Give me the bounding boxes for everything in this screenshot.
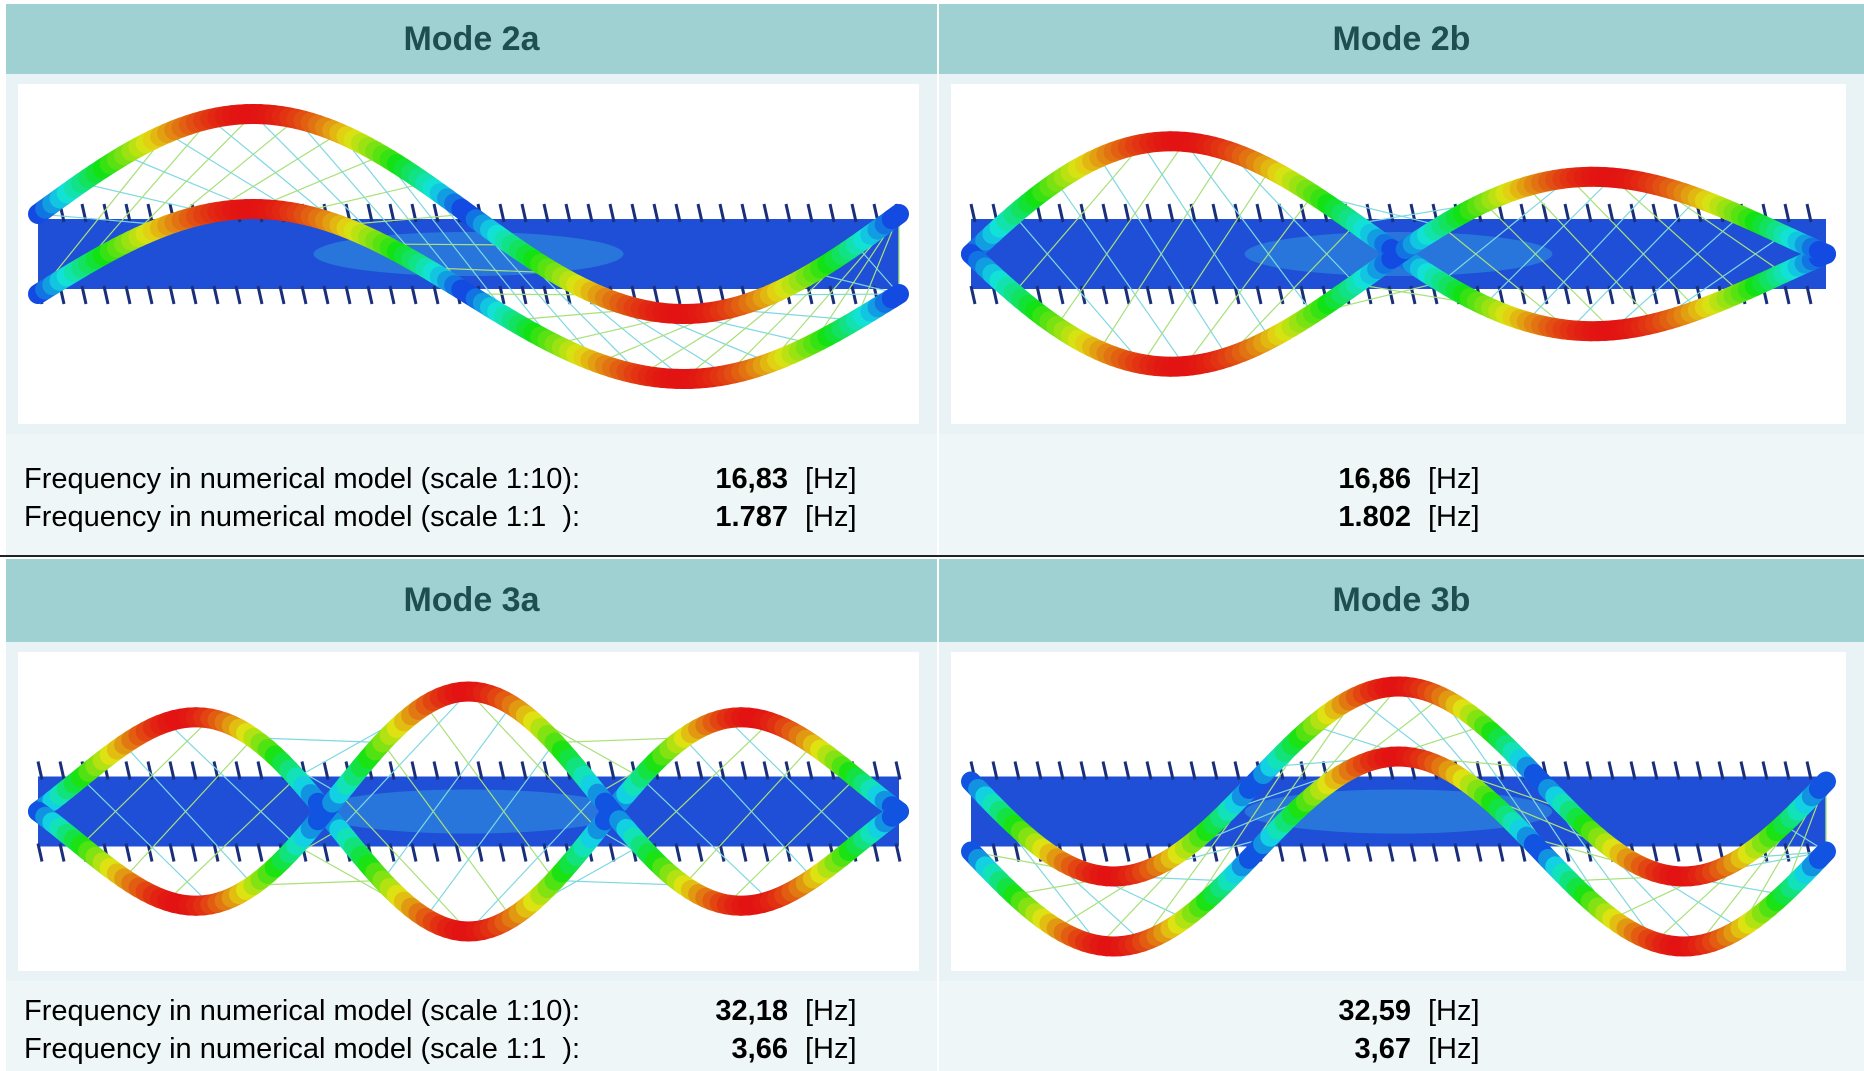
shape-part: [1819, 852, 1826, 859]
frequency-label: Frequency in numerical model (scale 1:1 …: [24, 503, 580, 532]
frequency-value: 1.787: [715, 503, 788, 532]
row-divider: [0, 555, 1864, 557]
frequency-value: 3,67: [1355, 1035, 1411, 1064]
shape-part: [1819, 782, 1826, 789]
shape-part: [1819, 251, 1826, 254]
mode-header: Mode 3a: [6, 559, 937, 642]
frequency-label: Frequency in numerical model (scale 1:10…: [24, 465, 580, 494]
frequency-unit: [Hz]: [805, 503, 857, 532]
mode-shape-image: [951, 84, 1846, 424]
frequency-unit: [Hz]: [805, 997, 857, 1026]
mode-shape-image: [951, 652, 1846, 971]
frequency-value: 16,83: [715, 465, 788, 494]
mode-header: Mode 2a: [6, 4, 937, 74]
frequency-unit: [Hz]: [1428, 997, 1480, 1026]
frequency-value: 16,86: [1338, 465, 1411, 494]
shape-part: [892, 812, 899, 817]
page: (() => { const data = JSON.parse(documen…: [0, 0, 1864, 1071]
shape-part: [892, 214, 899, 219]
frequency-value: 1.802: [1338, 503, 1411, 532]
frequency-unit: [Hz]: [1428, 503, 1480, 532]
frequency-label: Frequency in numerical model (scale 1:1 …: [24, 1035, 580, 1064]
frequency-unit: [Hz]: [1428, 465, 1480, 494]
shape-part: [892, 294, 899, 298]
mode-shape-image: [18, 652, 919, 971]
shape-part: [314, 790, 624, 834]
frequency-value: 32,59: [1338, 997, 1411, 1026]
mode-shape-image: [18, 84, 919, 424]
frequency-unit: [Hz]: [805, 465, 857, 494]
frequency-value: 3,66: [732, 1035, 788, 1064]
frequency-label: Frequency in numerical model (scale 1:10…: [24, 997, 580, 1026]
frequency-unit: [Hz]: [805, 1035, 857, 1064]
mode-header: Mode 2b: [939, 4, 1864, 74]
mode-header: Mode 3b: [939, 559, 1864, 642]
frequency-unit: [Hz]: [1428, 1035, 1480, 1064]
frequency-value: 32,18: [715, 997, 788, 1026]
